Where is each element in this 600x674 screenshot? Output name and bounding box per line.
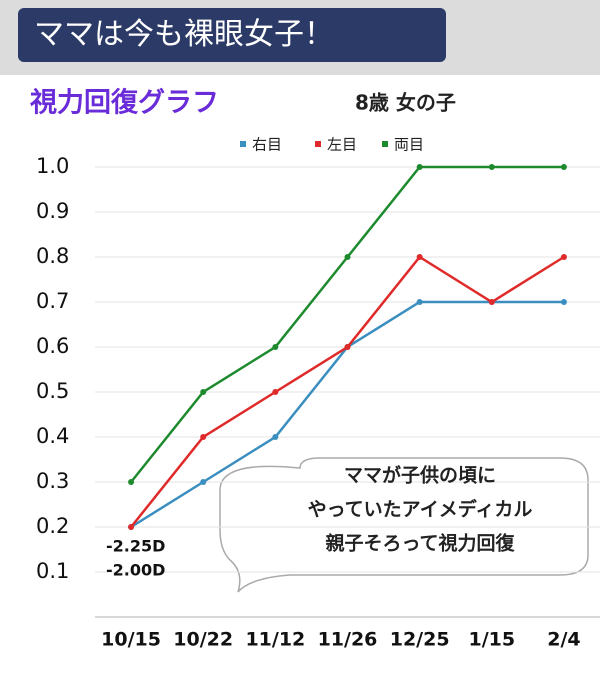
- data-point: [344, 344, 351, 350]
- chart-title: 視力回復グラフ: [30, 87, 219, 119]
- data-point: [272, 389, 279, 395]
- annotation: -2.25D: [106, 537, 165, 556]
- data-point: [560, 164, 567, 170]
- x-tick-label: 12/25: [390, 629, 450, 651]
- x-tick-label: 10/15: [101, 629, 161, 651]
- callout-text: やっていたアイメディカル: [308, 498, 533, 521]
- y-tick-label: 0.6: [36, 334, 69, 358]
- y-tick-label: 0.5: [36, 379, 69, 403]
- data-point: [128, 479, 135, 485]
- data-point: [560, 299, 567, 305]
- x-tick-label: 10/22: [173, 629, 233, 651]
- y-tick-label: 0.9: [36, 199, 69, 223]
- legend-swatch: [240, 141, 246, 147]
- data-point: [488, 164, 495, 170]
- data-point: [128, 524, 135, 530]
- data-point: [272, 344, 279, 350]
- y-tick-label: 0.8: [36, 244, 69, 268]
- y-tick-label: 0.7: [36, 289, 69, 313]
- data-point: [416, 164, 423, 170]
- data-point: [272, 434, 279, 440]
- data-point: [200, 479, 207, 485]
- legend-swatch: [315, 141, 321, 147]
- callout-text: 親子そろって視力回復: [325, 532, 515, 555]
- data-point: [344, 254, 351, 260]
- y-tick-label: 0.2: [36, 514, 69, 538]
- banner-text: ママは今も裸眼女子！: [34, 17, 334, 52]
- callout-text: ママが子供の頃に: [344, 464, 496, 487]
- x-tick-label: 11/26: [318, 629, 378, 651]
- legend-swatch: [382, 141, 388, 147]
- y-tick-label: 0.3: [36, 469, 69, 493]
- data-point: [416, 299, 423, 305]
- chart-subtitle: 8歳 女の子: [355, 91, 456, 115]
- legend-label: 左目: [327, 136, 357, 154]
- data-point: [488, 299, 495, 305]
- y-tick-label: 0.1: [36, 559, 69, 583]
- legend-label: 両目: [394, 136, 424, 154]
- data-point: [560, 254, 567, 260]
- banner-box: [18, 8, 446, 62]
- y-tick-label: 1.0: [36, 154, 69, 178]
- y-tick-label: 0.4: [36, 424, 69, 448]
- x-tick-label: 2/4: [547, 629, 580, 651]
- x-tick-label: 11/12: [245, 629, 305, 651]
- callout-bubble: [219, 457, 589, 593]
- legend-label: 右目: [252, 136, 282, 154]
- data-point: [416, 254, 423, 260]
- annotation: -2.00D: [106, 561, 165, 580]
- x-tick-label: 1/15: [468, 629, 515, 651]
- data-point: [200, 434, 207, 440]
- data-point: [200, 389, 207, 395]
